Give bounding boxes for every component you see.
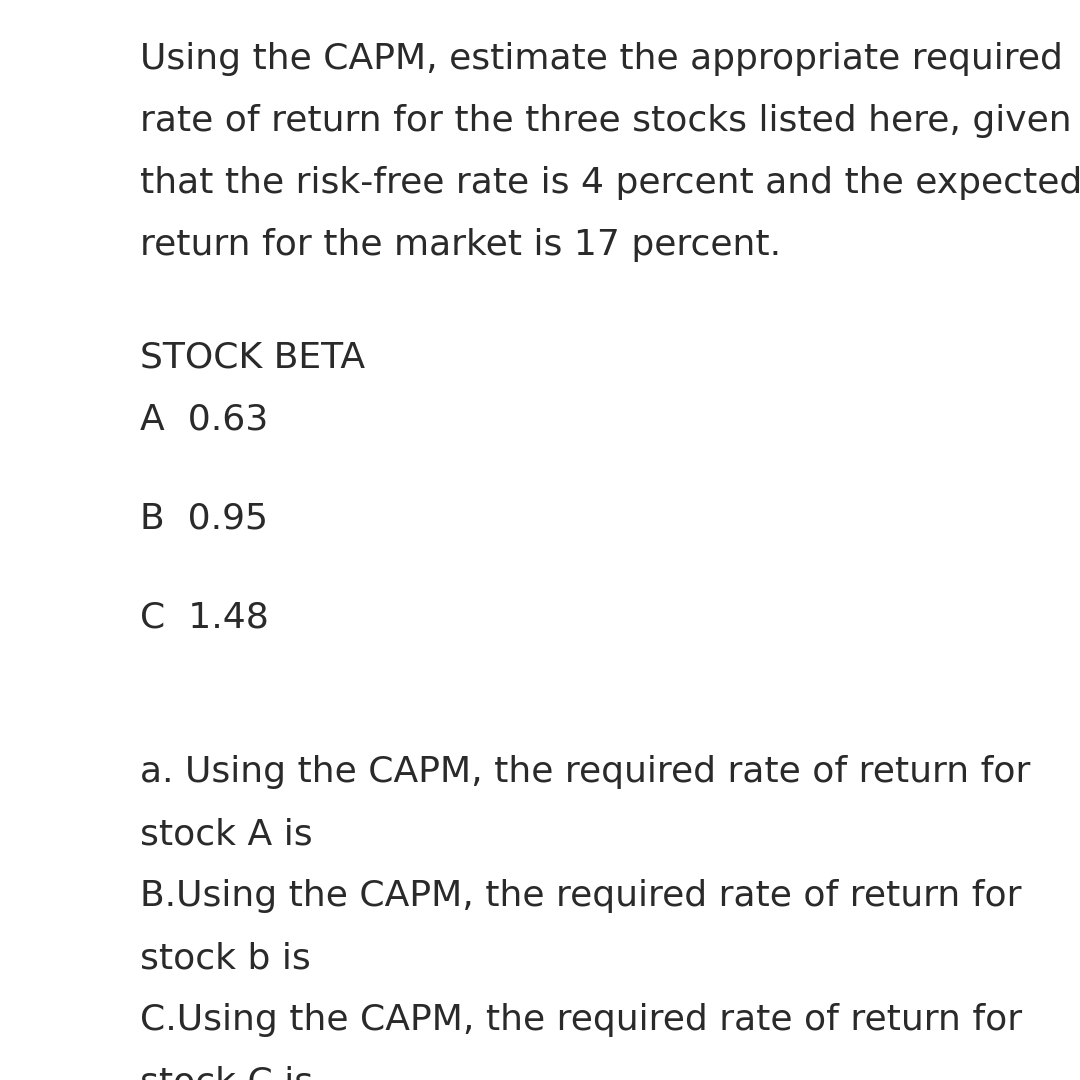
Text: stock b is: stock b is (140, 942, 311, 975)
Text: return for the market is 17 percent.: return for the market is 17 percent. (140, 228, 781, 262)
Text: A  0.63: A 0.63 (140, 402, 268, 436)
Text: stock C is: stock C is (140, 1065, 313, 1080)
Text: STOCK BETA: STOCK BETA (140, 340, 365, 374)
Text: C.Using the CAPM, the required rate of return for: C.Using the CAPM, the required rate of r… (140, 1003, 1022, 1038)
Text: Using the CAPM, estimate the appropriate required: Using the CAPM, estimate the appropriate… (140, 42, 1063, 76)
Text: B  0.95: B 0.95 (140, 501, 268, 536)
Text: B.Using the CAPM, the required rate of return for: B.Using the CAPM, the required rate of r… (140, 879, 1022, 914)
Text: C  1.48: C 1.48 (140, 600, 269, 634)
Text: a. Using the CAPM, the required rate of return for: a. Using the CAPM, the required rate of … (140, 755, 1030, 789)
Text: stock A is: stock A is (140, 818, 312, 851)
Text: that the risk-free rate is 4 percent and the expected: that the risk-free rate is 4 percent and… (140, 166, 1080, 200)
Text: rate of return for the three stocks listed here, given: rate of return for the three stocks list… (140, 104, 1071, 138)
